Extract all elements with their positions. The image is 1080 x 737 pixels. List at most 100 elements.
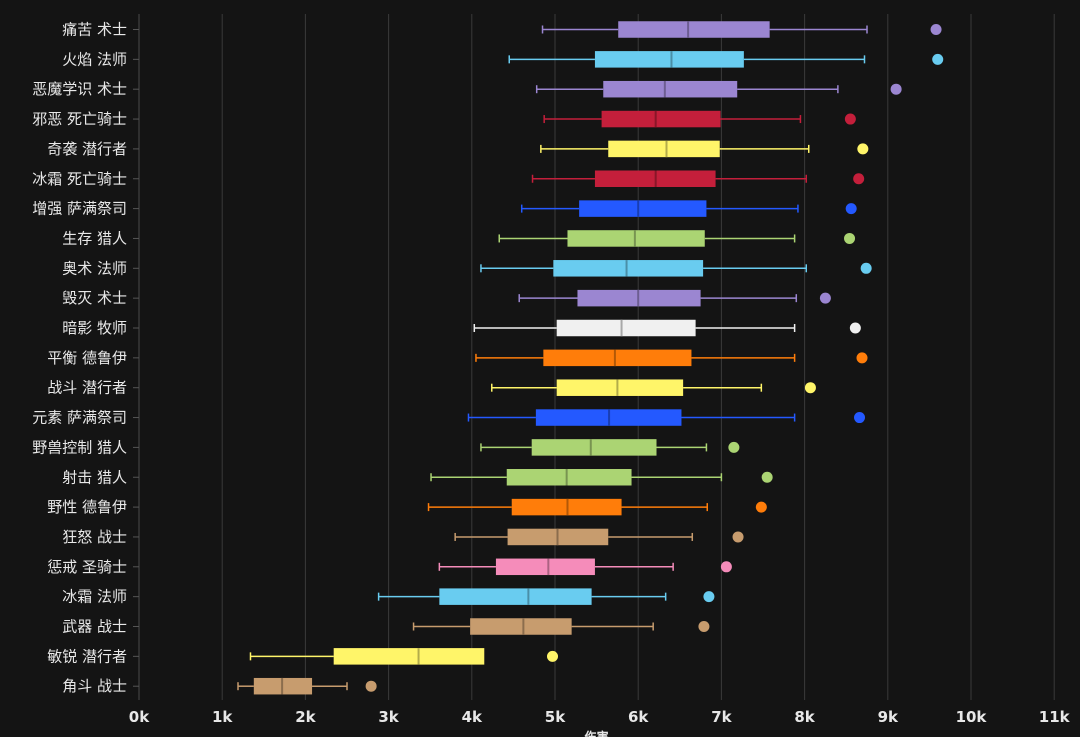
box-row	[237, 677, 377, 695]
x-tick-label: 9k	[878, 708, 899, 726]
category-label: 恶魔学识 术士	[32, 80, 127, 98]
iqr-box	[439, 588, 592, 605]
outlier-point	[761, 471, 773, 483]
x-axis-label: 伤害	[584, 729, 609, 737]
outlier-point	[732, 531, 744, 543]
outlier-point	[930, 24, 942, 35]
category-label: 增强 萨满祭司	[32, 200, 127, 218]
iqr-box	[553, 260, 704, 277]
category-label: 野兽控制 猎人	[32, 438, 127, 456]
x-tick-label: 7k	[711, 708, 732, 726]
outlier-point	[703, 591, 715, 603]
category-label: 邪恶 死亡骑士	[32, 110, 127, 128]
iqr-box	[531, 439, 657, 456]
iqr-box	[470, 618, 572, 635]
outlier-point	[720, 561, 732, 573]
box-row	[438, 558, 732, 576]
outlier-point	[890, 83, 902, 95]
box-row	[412, 618, 710, 635]
outlier-point	[857, 143, 869, 155]
category-label: 野性 德鲁伊	[47, 498, 127, 516]
box-row	[480, 260, 872, 277]
iqr-box	[601, 110, 721, 128]
category-label: 生存 猎人	[62, 229, 127, 247]
x-tick-label: 2k	[295, 708, 316, 726]
box-row	[518, 289, 831, 307]
category-label: 暗影 牧师	[62, 319, 127, 337]
iqr-box	[543, 349, 692, 367]
box-row	[454, 528, 744, 546]
outlier-point	[845, 203, 857, 215]
category-label: 武器 战士	[62, 618, 127, 636]
box-row	[467, 409, 866, 426]
x-tick-label: 10k	[956, 708, 988, 726]
x-tick-label: 3k	[378, 708, 399, 726]
category-label: 惩戒 圣骑士	[47, 558, 127, 576]
iqr-box	[556, 379, 684, 396]
category-label: 平衡 德鲁伊	[47, 349, 127, 367]
iqr-box	[594, 51, 744, 68]
iqr-box	[603, 80, 738, 98]
x-tick-label: 6k	[628, 708, 649, 726]
outlier-point	[844, 113, 856, 125]
iqr-box	[579, 200, 707, 217]
box-row	[508, 51, 944, 68]
box-row	[475, 349, 868, 367]
iqr-box	[495, 558, 595, 576]
box-row	[543, 110, 856, 128]
x-tick-label: 5k	[545, 708, 566, 726]
box-row	[541, 21, 942, 38]
outlier-point	[860, 262, 872, 274]
outlier-point	[844, 232, 856, 244]
category-label: 奥术 法师	[62, 259, 127, 277]
category-label: 狂怒 战士	[62, 528, 127, 546]
category-label: 痛苦 术士	[62, 21, 127, 39]
category-label: 毁灭 术士	[62, 289, 127, 307]
outlier-point	[728, 441, 740, 453]
box-row	[480, 439, 740, 456]
outlier-point	[819, 292, 831, 304]
category-label: 冰霜 法师	[62, 588, 127, 606]
box-row	[427, 498, 767, 516]
box-row	[531, 170, 865, 187]
x-tick-label: 0k	[129, 708, 150, 726]
x-tick-label: 8k	[794, 708, 815, 726]
category-label: 战斗 潜行者	[47, 379, 127, 397]
boxes	[237, 21, 944, 695]
box-row	[520, 200, 857, 217]
category-label: 角斗 战士	[62, 677, 127, 695]
box-row	[535, 80, 902, 98]
outlier-point	[804, 382, 816, 394]
x-tick-label: 11k	[1039, 708, 1071, 726]
category-label: 火焰 法师	[62, 50, 127, 68]
outlier-point	[849, 322, 861, 334]
category-label: 奇袭 潜行者	[47, 140, 127, 158]
x-tick-label: 1k	[212, 708, 233, 726]
x-tick-labels: 0k 1k 2k 3k 4k 5k 6k 7k 8k 9k 10k 11k	[129, 708, 1071, 726]
category-label: 射击 猎人	[62, 468, 127, 486]
outlier-point	[698, 621, 710, 632]
box-row	[473, 319, 861, 337]
box-row	[249, 648, 559, 665]
category-label: 敏锐 潜行者	[47, 647, 127, 665]
category-label: 冰霜 死亡骑士	[32, 170, 127, 188]
iqr-box	[556, 319, 696, 337]
box-row	[377, 588, 715, 605]
outlier-point	[854, 412, 866, 424]
box-row	[430, 469, 773, 486]
iqr-box	[506, 469, 632, 486]
outlier-point	[547, 650, 559, 662]
iqr-box	[333, 648, 485, 665]
category-label: 元素 萨满祭司	[32, 409, 127, 427]
box-row	[498, 230, 856, 247]
iqr-box	[618, 21, 770, 38]
box-row	[491, 379, 816, 396]
x-tick-label: 4k	[462, 708, 483, 726]
outlier-point	[932, 53, 944, 65]
box-row	[540, 140, 869, 158]
outlier-point	[856, 352, 868, 364]
outlier-point	[853, 173, 865, 185]
iqr-box	[567, 230, 705, 247]
